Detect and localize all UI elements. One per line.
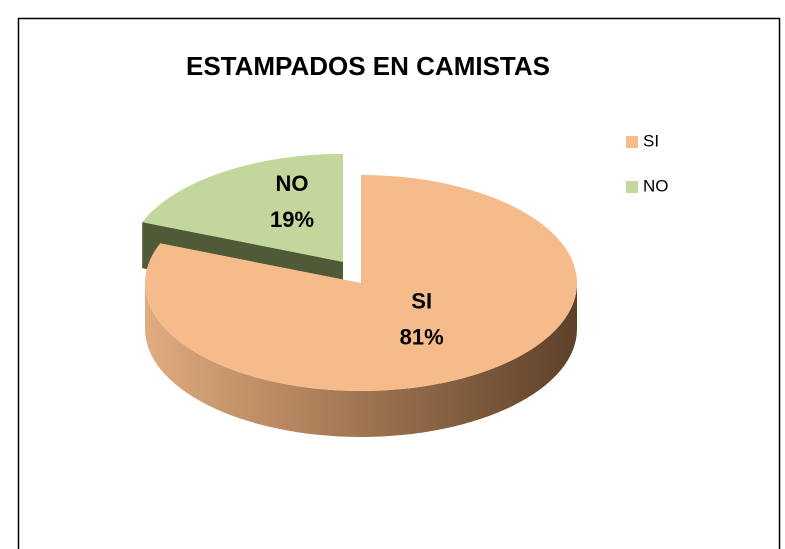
legend-label: SI [643, 131, 659, 150]
chart-title: ESTAMPADOS EN CAMISTAS [186, 51, 550, 81]
legend-swatch [626, 181, 638, 193]
data-label-category: SI [411, 288, 432, 313]
slice [142, 153, 344, 262]
data-label-value: 81% [400, 324, 444, 349]
legend-swatch [626, 136, 638, 148]
data-label-value: 19% [270, 207, 314, 232]
slice [145, 175, 578, 391]
data-label-category: NO [276, 171, 309, 196]
slice-wall [145, 283, 577, 437]
legend-label: NO [643, 176, 669, 195]
